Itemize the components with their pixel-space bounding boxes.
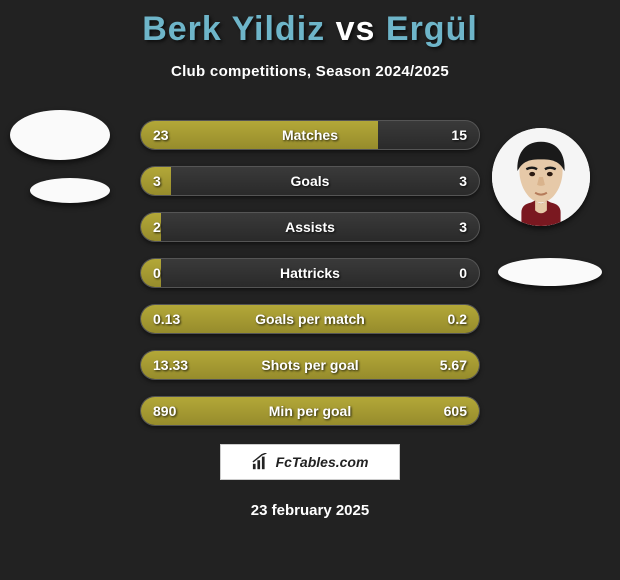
stat-left-value: 13.33 <box>153 357 188 373</box>
stat-row: 0.13 Goals per match 0.2 <box>140 304 480 334</box>
stat-right-value: 3 <box>459 219 467 235</box>
stats-table: 23 Matches 15 3 Goals 3 2 Assists 3 0 Hattricks 0 0.… <box>140 120 480 442</box>
stat-label: Min per goal <box>269 403 351 419</box>
stat-right-value: 3 <box>459 173 467 189</box>
snapshot-date: 23 february 2025 <box>0 502 620 519</box>
stat-label: Assists <box>285 219 335 235</box>
stat-left-value: 890 <box>153 403 176 419</box>
stat-left-value: 23 <box>153 127 169 143</box>
stat-left-value: 0.13 <box>153 311 180 327</box>
player1-avatar-placeholder <box>10 110 110 160</box>
player1-badge-placeholder <box>30 178 110 203</box>
stat-label: Matches <box>282 127 338 143</box>
subtitle: Club competitions, Season 2024/2025 <box>0 63 620 80</box>
stat-right-value: 5.67 <box>440 357 467 373</box>
comparison-title: Berk Yildiz vs Ergül <box>0 0 620 49</box>
stat-right-value: 15 <box>451 127 467 143</box>
stat-row: 3 Goals 3 <box>140 166 480 196</box>
player2-face-icon <box>492 128 590 226</box>
stat-row: 23 Matches 15 <box>140 120 480 150</box>
stat-right-value: 0.2 <box>448 311 467 327</box>
player2-name: Ergül <box>386 10 478 48</box>
stat-right-value: 605 <box>444 403 467 419</box>
player2-badge-placeholder <box>498 258 602 286</box>
highlight-bar <box>141 121 378 149</box>
stat-left-value: 3 <box>153 173 161 189</box>
player1-name: Berk Yildiz <box>142 10 325 48</box>
stat-left-value: 2 <box>153 219 161 235</box>
brand-chart-icon <box>252 453 270 471</box>
stat-label: Goals <box>291 173 330 189</box>
stat-row: 13.33 Shots per goal 5.67 <box>140 350 480 380</box>
stat-row: 890 Min per goal 605 <box>140 396 480 426</box>
stat-right-value: 0 <box>459 265 467 281</box>
player2-avatar <box>492 128 590 226</box>
brand-badge: FcTables.com <box>220 444 400 480</box>
brand-text: FcTables.com <box>276 454 369 470</box>
vs-separator: vs <box>336 10 376 48</box>
stat-label: Goals per match <box>255 311 365 327</box>
stat-row: 2 Assists 3 <box>140 212 480 242</box>
stat-row: 0 Hattricks 0 <box>140 258 480 288</box>
stat-label: Hattricks <box>280 265 340 281</box>
stat-left-value: 0 <box>153 265 161 281</box>
stat-label: Shots per goal <box>261 357 358 373</box>
